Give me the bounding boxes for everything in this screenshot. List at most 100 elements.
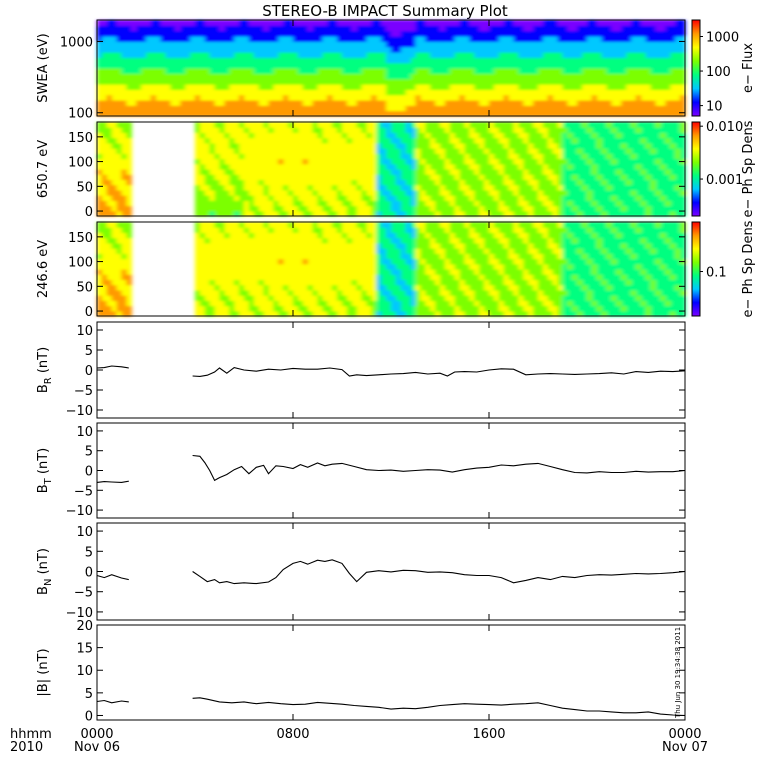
spectrogram-cell xyxy=(562,68,568,74)
spectrogram-cell xyxy=(190,30,196,37)
spectrogram-cell xyxy=(626,89,632,96)
spectrogram-cell xyxy=(229,105,235,112)
spectrogram-cell xyxy=(430,132,436,139)
spectrogram-cell xyxy=(361,237,368,244)
spectrogram-cell xyxy=(606,57,613,64)
spectrogram-cell xyxy=(591,68,598,74)
spectrogram-cell xyxy=(293,210,299,217)
spectrogram-cell xyxy=(464,174,470,180)
spectrogram-cell xyxy=(297,25,304,32)
spectrogram-cell xyxy=(660,89,666,96)
spectrogram-cell xyxy=(209,84,216,90)
spectrogram-cell xyxy=(248,305,255,312)
spectrogram-cell xyxy=(322,84,328,90)
spectrogram-cell xyxy=(596,94,603,101)
spectrogram-cell xyxy=(219,174,225,180)
spectrogram-cell xyxy=(640,122,647,128)
spectrogram-cell xyxy=(160,89,167,96)
spectrogram-cell xyxy=(219,189,225,196)
spectrogram-cell xyxy=(263,274,270,280)
spectrogram-cell xyxy=(665,158,671,165)
spectrogram-cell xyxy=(258,105,265,112)
spectrogram-cell xyxy=(366,142,372,149)
spectrogram-cell xyxy=(371,62,377,69)
spectrogram-cell xyxy=(577,84,583,90)
spectrogram-cell xyxy=(670,148,676,154)
spectrogram-cell xyxy=(400,89,407,96)
spectrogram-cell xyxy=(332,110,338,117)
spectrogram-cell xyxy=(660,142,666,149)
spectrogram-cell xyxy=(498,46,505,53)
spectrogram-cell xyxy=(381,169,387,175)
spectrogram-cell xyxy=(302,279,309,286)
spectrogram-cell xyxy=(435,110,441,117)
spectrogram-cell xyxy=(538,163,544,170)
spectrogram-cell xyxy=(469,169,475,175)
spectrogram-cell xyxy=(101,242,108,249)
spectrogram-cell xyxy=(126,222,132,228)
spectrogram-cell xyxy=(263,222,270,228)
spectrogram-cell xyxy=(214,200,221,207)
spectrogram-cell xyxy=(415,62,421,69)
spectrogram-cell xyxy=(244,137,250,144)
spectrogram-cell xyxy=(126,195,132,201)
spectrogram-cell xyxy=(356,52,363,58)
spectrogram-cell xyxy=(288,310,294,317)
spectrogram-cell xyxy=(244,41,250,48)
spectrogram-cell xyxy=(302,30,309,37)
spectrogram-cell xyxy=(562,57,568,64)
spectrogram-cell xyxy=(136,57,142,64)
spectrogram-cell xyxy=(283,237,289,244)
spectrogram-cell xyxy=(405,73,412,80)
spectrogram-cell xyxy=(538,30,544,37)
spectrogram-cell xyxy=(601,78,608,85)
spectrogram-cell xyxy=(224,227,230,233)
spectrogram-cell xyxy=(258,30,265,37)
spectrogram-cell xyxy=(288,237,294,244)
spectrogram-cell xyxy=(503,94,510,101)
spectrogram-cell xyxy=(322,78,328,85)
spectrogram-cell xyxy=(302,274,309,280)
spectrogram-cell xyxy=(611,148,617,154)
spectrogram-cell xyxy=(302,142,309,149)
spectrogram-cell xyxy=(219,269,225,275)
spectrogram-cell xyxy=(268,153,274,160)
spectrogram-cell xyxy=(101,100,108,106)
spectrogram-cell xyxy=(224,122,230,128)
spectrogram-cell xyxy=(209,73,216,80)
spectrogram-cell xyxy=(410,137,417,144)
spectrogram-cell xyxy=(381,210,387,217)
spectrogram-cell xyxy=(655,200,662,207)
spectrogram-cell xyxy=(258,279,265,286)
spectrogram-cell xyxy=(337,110,343,117)
spectrogram-cell xyxy=(346,274,353,280)
spectrogram-cell xyxy=(297,46,304,53)
spectrogram-cell xyxy=(464,200,470,207)
spectrogram-cell xyxy=(567,153,573,160)
spectrogram-cell xyxy=(528,100,534,106)
spectrogram-cell xyxy=(415,30,421,37)
spectrogram-cell xyxy=(626,205,632,212)
spectrogram-cell xyxy=(518,195,524,201)
spectrogram-cell xyxy=(523,25,529,32)
spectrogram-cell xyxy=(97,205,103,212)
spectrogram-cell xyxy=(459,137,466,144)
spectrogram-cell xyxy=(307,84,314,90)
spectrogram-cell xyxy=(180,25,186,32)
spectrogram-cell xyxy=(199,142,206,149)
spectrogram-cell xyxy=(337,269,343,275)
spectrogram-cell xyxy=(444,189,451,196)
spectrogram-cell xyxy=(111,174,118,180)
spectrogram-cell xyxy=(567,100,573,106)
spectrogram-cell xyxy=(636,127,642,133)
spectrogram-cell xyxy=(111,127,118,133)
spectrogram-cell xyxy=(337,158,343,165)
spectrogram-cell xyxy=(366,195,372,201)
spectrogram-cell xyxy=(356,174,363,180)
spectrogram-cell xyxy=(288,110,294,117)
spectrogram-cell xyxy=(518,210,524,217)
spectrogram-cell xyxy=(248,195,255,201)
spectrogram-cell xyxy=(582,205,588,212)
spectrogram-cell xyxy=(361,41,368,48)
spectrogram-cell xyxy=(155,100,162,106)
